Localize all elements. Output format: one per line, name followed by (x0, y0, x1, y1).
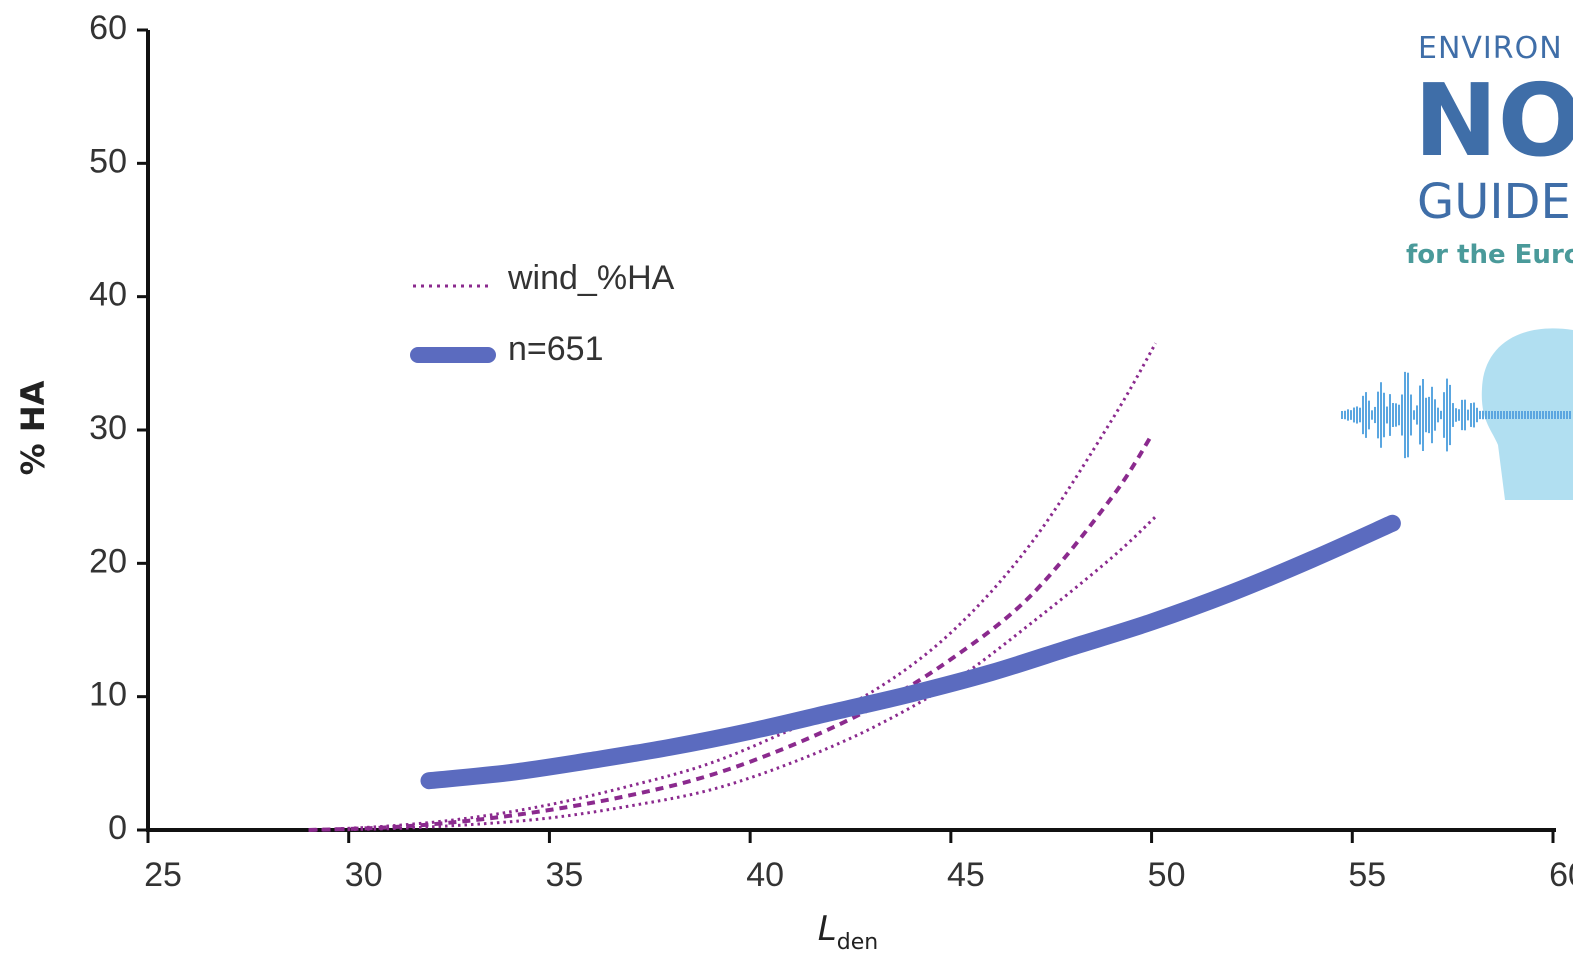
logo-line1: ENVIRON (1418, 31, 1563, 66)
series-line-upper-bound (308, 342, 1157, 832)
x-axis-title: Lden (818, 909, 878, 955)
y-tick-label: 30 (89, 409, 127, 447)
x-axis-title-subscript: den (837, 930, 878, 955)
y-ticks: 0 10 20 30 40 50 60 (89, 9, 148, 847)
x-axis-title-main: L (818, 909, 837, 949)
x-tick-label: 40 (746, 856, 784, 894)
x-tick-label: 50 (1148, 856, 1186, 894)
logo-line2: NO (1414, 62, 1573, 179)
legend-label-wind: wind_%HA (507, 259, 675, 297)
x-tick-label: 60 (1549, 856, 1573, 894)
x-tick-label: 45 (947, 856, 985, 894)
y-tick-label: 50 (89, 142, 127, 180)
y-axis-title: % HA (14, 380, 52, 475)
series-layer (308, 342, 1401, 832)
y-tick-label: 60 (89, 9, 127, 47)
series-line-n-651 (420, 514, 1401, 790)
logo-line3: GUIDE (1417, 174, 1571, 230)
legend-label-n651: n=651 (508, 330, 604, 368)
noise-guidelines-logo: ENVIRON NO GUIDE for the Europ (1341, 31, 1573, 500)
x-ticks: 25 30 35 40 45 50 55 60 (144, 830, 1573, 894)
sound-wave-icon (1341, 371, 1571, 459)
x-tick-label: 25 (144, 856, 182, 894)
logo-line4: for the Europ (1406, 240, 1573, 270)
x-tick-label: 35 (546, 856, 584, 894)
series-line-lower-bound (308, 515, 1157, 832)
y-tick-label: 0 (108, 809, 127, 847)
y-tick-label: 40 (89, 276, 127, 314)
y-tick-label: 10 (89, 676, 127, 714)
x-tick-label: 30 (345, 856, 383, 894)
series-line-estimate (308, 434, 1154, 832)
x-tick-label: 55 (1348, 856, 1386, 894)
y-tick-label: 20 (89, 542, 127, 580)
legend: wind_%HA n=651 (410, 259, 675, 368)
